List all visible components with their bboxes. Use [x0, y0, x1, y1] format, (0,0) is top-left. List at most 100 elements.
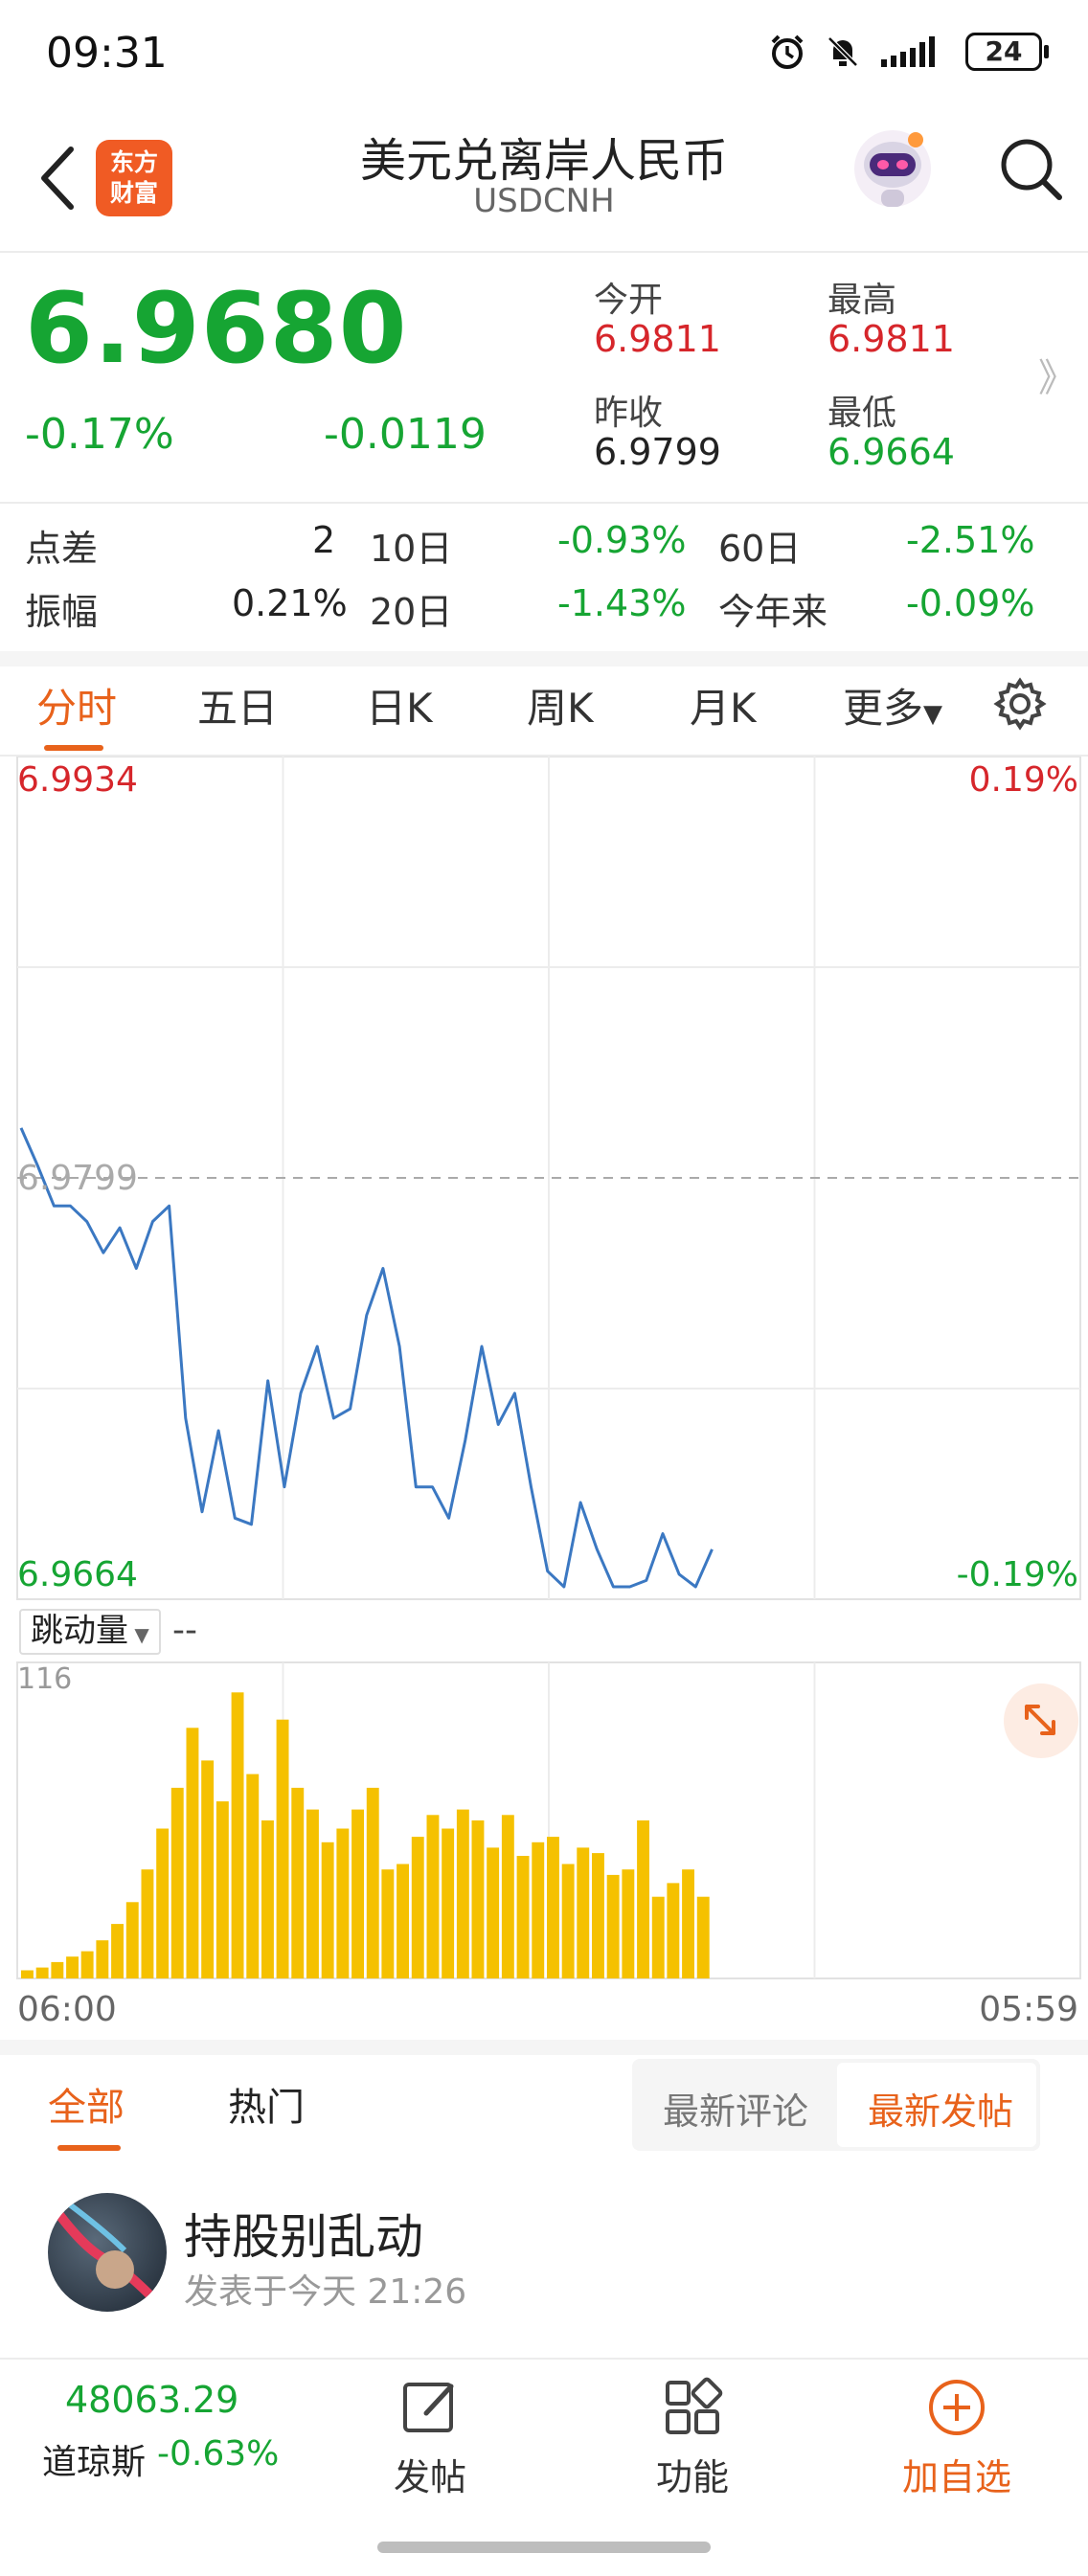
avatar[interactable]	[48, 2193, 167, 2312]
volume-indicator-label: 跳动量	[31, 1612, 128, 1650]
tab-underline	[44, 745, 103, 751]
volume-bar	[456, 1809, 469, 1978]
tab-intraday[interactable]: 分时	[36, 685, 118, 732]
brand-line-2: 财富	[109, 179, 158, 207]
status-bar: 09:31 24	[0, 0, 1088, 111]
sort-latest-post[interactable]: 最新发帖	[868, 2090, 1014, 2133]
divider	[0, 502, 1088, 504]
volume-bar	[397, 1864, 409, 1978]
d20-label: 20日	[370, 591, 453, 633]
volume-bar	[366, 1787, 379, 1978]
volume-bar	[231, 1692, 244, 1978]
d60-value: -2.51%	[906, 519, 1035, 561]
volume-bar	[622, 1869, 635, 1978]
gear-icon[interactable]	[992, 676, 1048, 732]
post-author[interactable]: 持股别乱动	[184, 2209, 423, 2265]
post-button[interactable]: 发帖	[358, 2377, 502, 2500]
spread-label: 点差	[25, 528, 99, 570]
volume-bar	[141, 1869, 154, 1978]
volume-bar	[487, 1847, 500, 1978]
prev-close-label: 昨收	[594, 394, 664, 433]
amp-label: 振幅	[25, 591, 99, 633]
d10-value: -0.93%	[557, 519, 687, 561]
stats-grid: 点差 2 10日 -0.93% 60日 -2.51% 振幅 0.21% 20日 …	[0, 508, 1088, 642]
tab-hot[interactable]: 热门	[228, 2086, 305, 2130]
amp-value: 0.21%	[232, 582, 348, 624]
volume-bar	[186, 1728, 199, 1978]
divider	[0, 651, 1088, 667]
volume-bar	[667, 1883, 680, 1978]
divider	[0, 251, 1088, 253]
tab-more[interactable]: 更多▼	[843, 676, 942, 734]
volume-bar	[201, 1760, 215, 1978]
volume-bar	[170, 1787, 184, 1978]
mute-bell-icon	[827, 36, 858, 67]
last-price: 6.9680	[25, 272, 408, 386]
fullscreen-button[interactable]	[1004, 1683, 1078, 1758]
low-label: 最低	[827, 394, 897, 433]
low-value: 6.9664	[827, 431, 955, 473]
divider	[0, 755, 1088, 757]
tab-daily-k[interactable]: 日K	[366, 685, 433, 732]
y-max-pct-label: 0.19%	[968, 760, 1078, 800]
post-label: 发帖	[393, 2456, 466, 2498]
chart-svg	[16, 757, 1081, 1979]
x-end-label: 05:59	[979, 1990, 1078, 2029]
volume-bar	[156, 1828, 170, 1978]
tab-monthly-k[interactable]: 月K	[690, 685, 757, 732]
volume-bar	[426, 1815, 440, 1978]
sort-latest-comment[interactable]: 最新评论	[663, 2090, 809, 2133]
functions-label: 功能	[655, 2456, 729, 2498]
tab-five-day[interactable]: 五日	[197, 685, 279, 732]
grid-icon	[666, 2377, 723, 2434]
quote-panel: 6.9680 -0.17% -0.0119 今开 6.9811 最高 6.981…	[0, 253, 1088, 502]
volume-bar	[35, 1967, 49, 1978]
volume-bar	[696, 1896, 710, 1978]
community-section: 全部 热门 最新评论 最新发帖 持股别乱动 发表于今天 21:26	[0, 2040, 1088, 2356]
edit-icon	[403, 2383, 454, 2432]
alarm-icon	[771, 34, 804, 69]
tab-weekly-k[interactable]: 周K	[527, 685, 594, 732]
volume-bar	[246, 1774, 260, 1978]
volume-bar	[561, 1864, 575, 1978]
volume-bar	[532, 1842, 545, 1978]
tab-all[interactable]: 全部	[48, 2086, 125, 2130]
volume-bar	[111, 1924, 124, 1978]
volume-bar	[276, 1719, 289, 1978]
y-min-label: 6.9664	[17, 1555, 138, 1594]
volume-bar	[321, 1842, 334, 1978]
post-time: 发表于今天 21:26	[184, 2272, 467, 2312]
robot-assistant-icon[interactable]	[849, 121, 937, 216]
nav-bar: 东方 财富 美元兑离岸人民币 USDCNH	[0, 111, 1088, 251]
add-watchlist-button[interactable]: 加自选	[885, 2377, 1029, 2500]
community-tab-underline	[57, 2145, 121, 2151]
volume-bar	[651, 1896, 665, 1978]
volume-bar	[51, 1961, 64, 1978]
intraday-chart[interactable]: 6.9934 0.19% 6.9799 6.9664 -0.19% 跳动量 ▼ …	[0, 757, 1088, 2029]
avatar-image	[54, 2200, 157, 2302]
page-title: 美元兑离岸人民币	[359, 134, 728, 188]
status-icons: 24	[768, 33, 1049, 71]
volume-bar	[592, 1853, 604, 1978]
index-value: 48063.29	[65, 2379, 239, 2421]
volume-max-label: 116	[17, 1662, 73, 1696]
home-indicator	[377, 2542, 711, 2553]
open-value: 6.9811	[594, 318, 721, 360]
volume-bar	[215, 1801, 229, 1978]
volume-bar	[442, 1828, 455, 1978]
volume-bar	[411, 1837, 424, 1978]
volume-bar	[577, 1847, 590, 1978]
volume-bar	[306, 1809, 319, 1978]
volume-indicator-select[interactable]: 跳动量 ▼	[19, 1609, 161, 1655]
back-arrow-icon[interactable]	[29, 140, 86, 216]
functions-button[interactable]: 功能	[621, 2377, 764, 2500]
search-icon[interactable]	[996, 130, 1065, 207]
volume-bar	[66, 1956, 79, 1978]
brand-logo[interactable]: 东方 财富	[96, 140, 172, 216]
d10-label: 10日	[370, 528, 453, 570]
open-label: 今开	[594, 281, 664, 320]
volume-bar	[291, 1787, 305, 1978]
tab-more-label: 更多	[843, 685, 924, 732]
expand-quote-icon[interactable]: 》	[1038, 356, 1077, 400]
volume-bar	[637, 1820, 649, 1978]
